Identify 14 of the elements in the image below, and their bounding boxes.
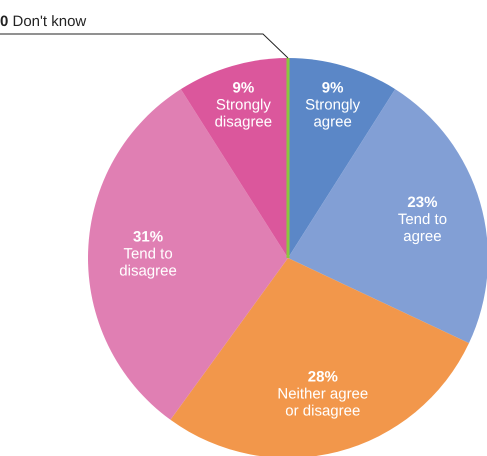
data-label: 9% <box>322 79 344 96</box>
category-label: Don't know <box>12 13 86 30</box>
pie-slice <box>288 58 396 258</box>
data-label: 31% <box>133 228 164 246</box>
slice-label: Neither agree or disagree <box>277 386 368 420</box>
slice-label: Tend to disagree <box>119 246 177 280</box>
slice-label: Strongly disagree <box>214 96 272 130</box>
slice-label: Strongly agree <box>305 96 361 130</box>
pie-slice <box>180 58 288 258</box>
data-label: 23% <box>407 194 438 211</box>
slice-label: Tend to agree <box>398 210 448 245</box>
data-label: 28% <box>308 368 338 386</box>
data-label: 9% <box>232 79 254 96</box>
text: 0 <box>0 13 8 30</box>
